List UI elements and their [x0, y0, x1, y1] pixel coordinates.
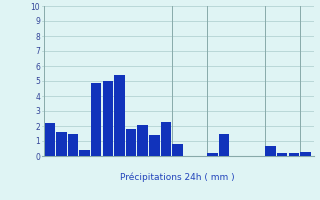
Bar	[265, 146, 276, 156]
Bar	[289, 153, 299, 156]
Bar	[114, 75, 125, 156]
Bar	[138, 124, 148, 156]
Bar	[300, 152, 311, 156]
X-axis label: Précipitations 24h ( mm ): Précipitations 24h ( mm )	[120, 173, 235, 182]
Bar	[149, 135, 160, 156]
Bar	[79, 150, 90, 156]
Bar	[44, 123, 55, 156]
Bar	[207, 153, 218, 156]
Bar	[103, 81, 113, 156]
Bar	[126, 129, 136, 156]
Bar	[277, 153, 287, 156]
Bar	[56, 132, 67, 156]
Bar	[68, 134, 78, 156]
Bar	[219, 134, 229, 156]
Bar	[161, 121, 171, 156]
Bar	[172, 144, 183, 156]
Bar	[91, 82, 101, 156]
